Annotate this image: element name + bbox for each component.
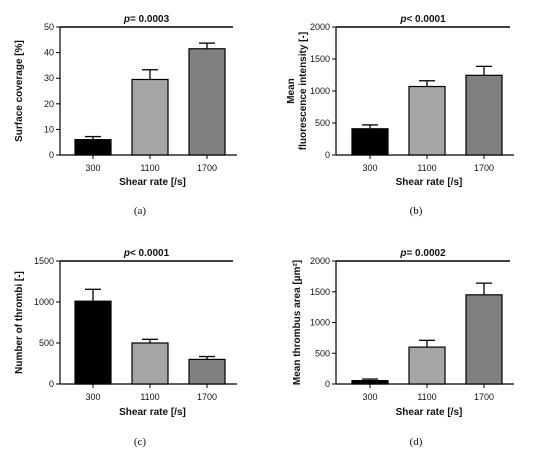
y-tick-label: 1000 xyxy=(310,86,330,96)
bar-1700 xyxy=(188,48,226,156)
bar-300 xyxy=(351,128,389,156)
x-tick-label: 300 xyxy=(362,163,377,173)
p-value-label: p= 0.0002 xyxy=(399,248,446,259)
y-tick-label: 0 xyxy=(49,150,54,160)
y-tick-label: 0 xyxy=(49,379,54,389)
chart-panel-2: 0 500 1000 1500 2000 300 1100 1700 Shear rate [/… xyxy=(286,14,514,217)
y-tick-label: 1500 xyxy=(34,256,54,266)
panel-label: (b) xyxy=(410,205,423,217)
x-tick-label: 300 xyxy=(85,163,100,173)
y-axis-label: Surface coverage [%] xyxy=(14,40,25,142)
bar-1100 xyxy=(408,346,446,385)
x-tick-label: 1100 xyxy=(417,392,436,402)
y-axis-label: Mean xyxy=(286,78,297,104)
bar-1100 xyxy=(131,342,169,385)
x-tick-label: 300 xyxy=(85,392,100,402)
y-tick-label: 500 xyxy=(315,348,330,358)
chart-panel-4: 0 500 1000 1500 2000 300 1100 1700 Shear rate [/… xyxy=(292,248,514,448)
y-tick-label: 0 xyxy=(325,379,330,389)
x-tick-label: 1100 xyxy=(140,163,159,173)
bar-1700 xyxy=(465,294,503,385)
p-value-label: p= 0.0003 xyxy=(123,14,170,25)
x-axis-label: Shear rate [/s] xyxy=(396,177,463,188)
y-tick-label: 2000 xyxy=(310,22,330,32)
bar-1700 xyxy=(465,74,503,156)
bar-300 xyxy=(74,139,112,156)
x-tick-label: 1700 xyxy=(474,392,494,402)
x-tick-label: 1100 xyxy=(140,392,159,402)
x-tick-label: 1100 xyxy=(417,163,436,173)
p-value-label: p< 0.0001 xyxy=(123,248,170,259)
x-axis-label: Shear rate [/s] xyxy=(396,407,463,418)
panel-label: (a) xyxy=(134,205,147,217)
bar-1700 xyxy=(188,358,226,385)
bar-300 xyxy=(74,300,112,385)
bar-300 xyxy=(351,380,389,385)
chart-panel-1: 0 10 20 30 40 50 300 1100 1700 Shear rate [/s] Sur… xyxy=(14,14,237,217)
y-tick-label: 500 xyxy=(39,338,54,348)
p-value-label: p< 0.0001 xyxy=(399,14,446,25)
panel-label: (c) xyxy=(134,436,147,448)
y-tick-label: 40 xyxy=(44,48,54,58)
x-axis-label: Shear rate [/s] xyxy=(119,407,186,418)
y-axis-label: fluorescence intensity [-] xyxy=(298,32,309,150)
y-tick-label: 50 xyxy=(44,22,54,32)
y-tick-label: 10 xyxy=(44,124,54,134)
y-tick-label: 1500 xyxy=(310,54,330,64)
y-tick-label: 20 xyxy=(44,99,54,109)
chart-panel-3: 0 500 1000 1500 300 1100 1700 Shear rate [/s] Nu… xyxy=(14,248,237,448)
bar-1100 xyxy=(408,85,446,156)
y-tick-label: 0 xyxy=(325,150,330,160)
x-tick-label: 300 xyxy=(362,392,377,402)
y-tick-label: 1500 xyxy=(310,287,330,297)
y-axis-label: Mean thrombus area [µm²] xyxy=(292,260,303,385)
y-tick-label: 2000 xyxy=(310,256,330,266)
y-tick-label: 500 xyxy=(315,118,330,128)
y-tick-label: 1000 xyxy=(310,318,330,328)
x-tick-label: 1700 xyxy=(197,392,217,402)
y-tick-label: 30 xyxy=(44,73,54,83)
y-axis-label: Number of thrombi [-] xyxy=(14,271,25,374)
bar-1100 xyxy=(131,78,169,156)
y-tick-label: 1000 xyxy=(34,297,54,307)
x-axis-label: Shear rate [/s] xyxy=(119,177,186,188)
panel-label: (d) xyxy=(410,436,423,448)
x-tick-label: 1700 xyxy=(197,163,217,173)
x-tick-label: 1700 xyxy=(474,163,494,173)
